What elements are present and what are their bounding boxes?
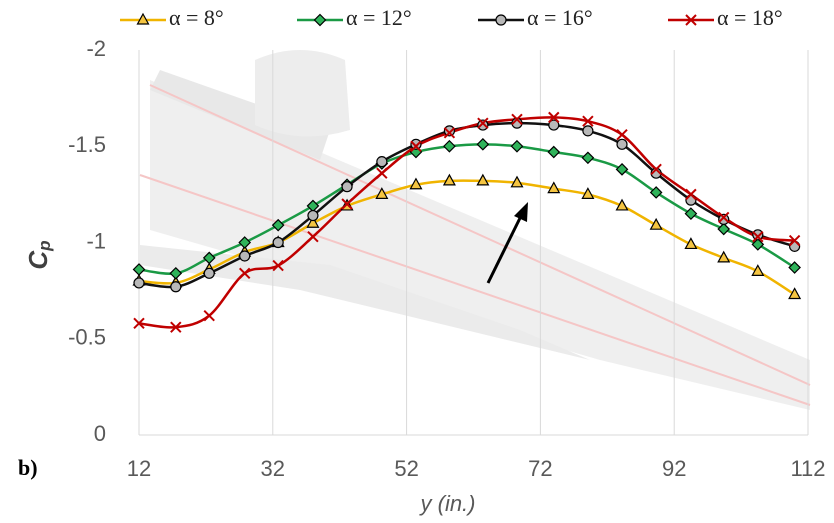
background-aircraft: [140, 50, 810, 410]
marker: [617, 164, 628, 175]
y-tick-label: 0: [94, 421, 106, 446]
marker: [444, 141, 455, 152]
x-tick-label: 52: [394, 456, 418, 481]
y-label-sub: p: [35, 240, 54, 251]
y-label-main: C: [23, 250, 53, 270]
legend-label: α = 18°: [717, 5, 783, 30]
marker: [134, 264, 145, 275]
marker: [617, 130, 627, 140]
chart: y (in.) Cp b) 12 32 52 72 92 112 0 -0.5 -1 -1.5 -2…: [0, 0, 834, 523]
marker: [718, 224, 729, 235]
marker: [753, 230, 763, 240]
legend-label: α = 12°: [346, 5, 412, 30]
panel-label: b): [18, 455, 38, 480]
marker: [617, 139, 627, 149]
x-tick-label: 32: [261, 456, 285, 481]
marker: [308, 211, 318, 221]
y-axis-label: Cp: [23, 240, 55, 269]
y-tick-label: -0.5: [68, 325, 106, 350]
marker: [582, 152, 593, 163]
marker: [685, 208, 696, 219]
marker: [789, 288, 800, 298]
legend-label: α = 16°: [527, 5, 593, 30]
marker: [583, 126, 593, 136]
y-tick-label: -2: [86, 36, 106, 61]
marker: [377, 157, 387, 167]
marker: [342, 182, 352, 192]
marker: [478, 120, 488, 130]
marker: [511, 141, 522, 152]
marker: [240, 251, 250, 261]
marker: [134, 278, 144, 288]
marker: [204, 268, 214, 278]
x-tick-label: 92: [662, 456, 686, 481]
marker: [273, 238, 283, 248]
marker: [719, 214, 729, 224]
marker: [477, 139, 488, 150]
marker: [171, 282, 181, 292]
y-tick-label: -1.5: [68, 132, 106, 157]
x-tick-label: 72: [528, 456, 552, 481]
y-tick-label: -1: [86, 228, 106, 253]
marker: [411, 139, 421, 149]
legend-marker: [315, 15, 326, 26]
x-tick-label: 12: [127, 456, 151, 481]
marker: [548, 147, 559, 158]
legend-label: α = 8°: [169, 5, 224, 30]
marker: [444, 126, 454, 136]
legend-marker: [496, 15, 506, 25]
x-axis-label: y (in.): [419, 491, 476, 516]
x-tick-label: 112: [790, 456, 825, 481]
marker: [204, 311, 214, 321]
